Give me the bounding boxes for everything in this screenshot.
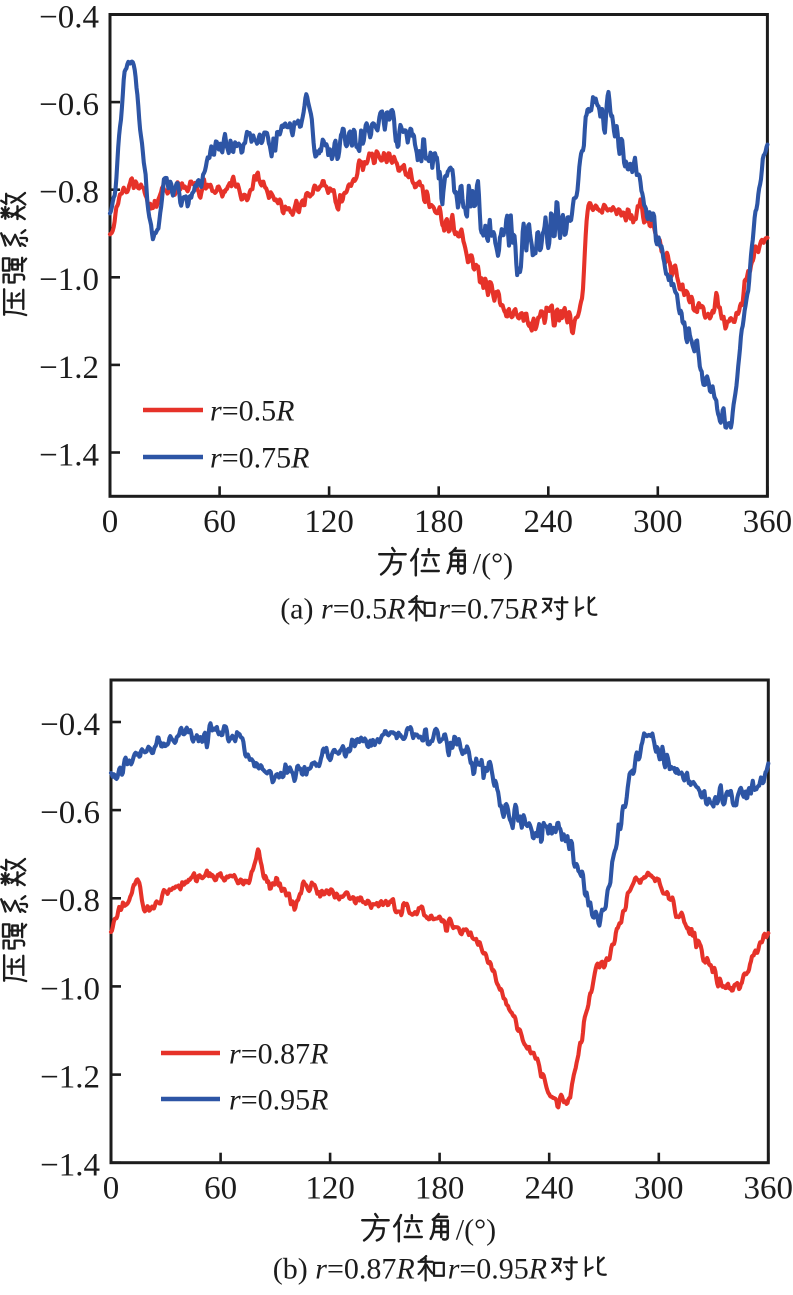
svg-text:−1.0: −1.0 — [39, 262, 99, 298]
svg-text:r=0.95R: r=0.95R — [448, 1253, 547, 1286]
svg-text:(a): (a) — [280, 593, 321, 626]
svg-text:360: 360 — [744, 1171, 793, 1207]
svg-text:60: 60 — [204, 1171, 237, 1207]
svg-text:−1.0: −1.0 — [40, 971, 100, 1007]
svg-text:180: 180 — [415, 1171, 465, 1207]
svg-text:r=0.5R: r=0.5R — [321, 593, 405, 626]
svg-text:(b): (b) — [273, 1253, 315, 1286]
svg-text:360: 360 — [743, 504, 793, 540]
svg-text:−1.2: −1.2 — [39, 350, 99, 386]
svg-text:−0.8: −0.8 — [39, 175, 99, 211]
svg-text:−0.4: −0.4 — [40, 707, 100, 743]
svg-text:240: 240 — [524, 504, 574, 540]
svg-text:r=0.75R: r=0.75R — [210, 441, 309, 474]
svg-text:r=0.95R: r=0.95R — [229, 1083, 328, 1116]
svg-text:/(°): /(°) — [473, 548, 513, 581]
svg-text:300: 300 — [634, 1171, 684, 1207]
svg-text:−1.4: −1.4 — [39, 437, 99, 473]
svg-text:60: 60 — [203, 504, 236, 540]
svg-text:−0.8: −0.8 — [40, 883, 100, 919]
svg-text:240: 240 — [524, 1171, 574, 1207]
svg-text:−0.6: −0.6 — [39, 87, 99, 123]
svg-text:300: 300 — [633, 504, 683, 540]
svg-text:0: 0 — [102, 504, 119, 540]
svg-text:r=0.87R: r=0.87R — [315, 1253, 414, 1286]
svg-text:r=0.87R: r=0.87R — [229, 1037, 328, 1070]
svg-text:r=0.75R: r=0.75R — [438, 593, 537, 626]
svg-text:−0.4: −0.4 — [39, 0, 99, 35]
svg-text:/(°): /(°) — [456, 1214, 496, 1247]
svg-text:−0.6: −0.6 — [40, 795, 100, 831]
svg-text:0: 0 — [103, 1171, 120, 1207]
svg-text:120: 120 — [305, 1171, 355, 1207]
svg-text:120: 120 — [304, 504, 354, 540]
svg-text:180: 180 — [414, 504, 464, 540]
svg-text:r=0.5R: r=0.5R — [210, 394, 294, 427]
svg-text:−1.4: −1.4 — [40, 1148, 100, 1184]
svg-text:−1.2: −1.2 — [40, 1059, 100, 1095]
